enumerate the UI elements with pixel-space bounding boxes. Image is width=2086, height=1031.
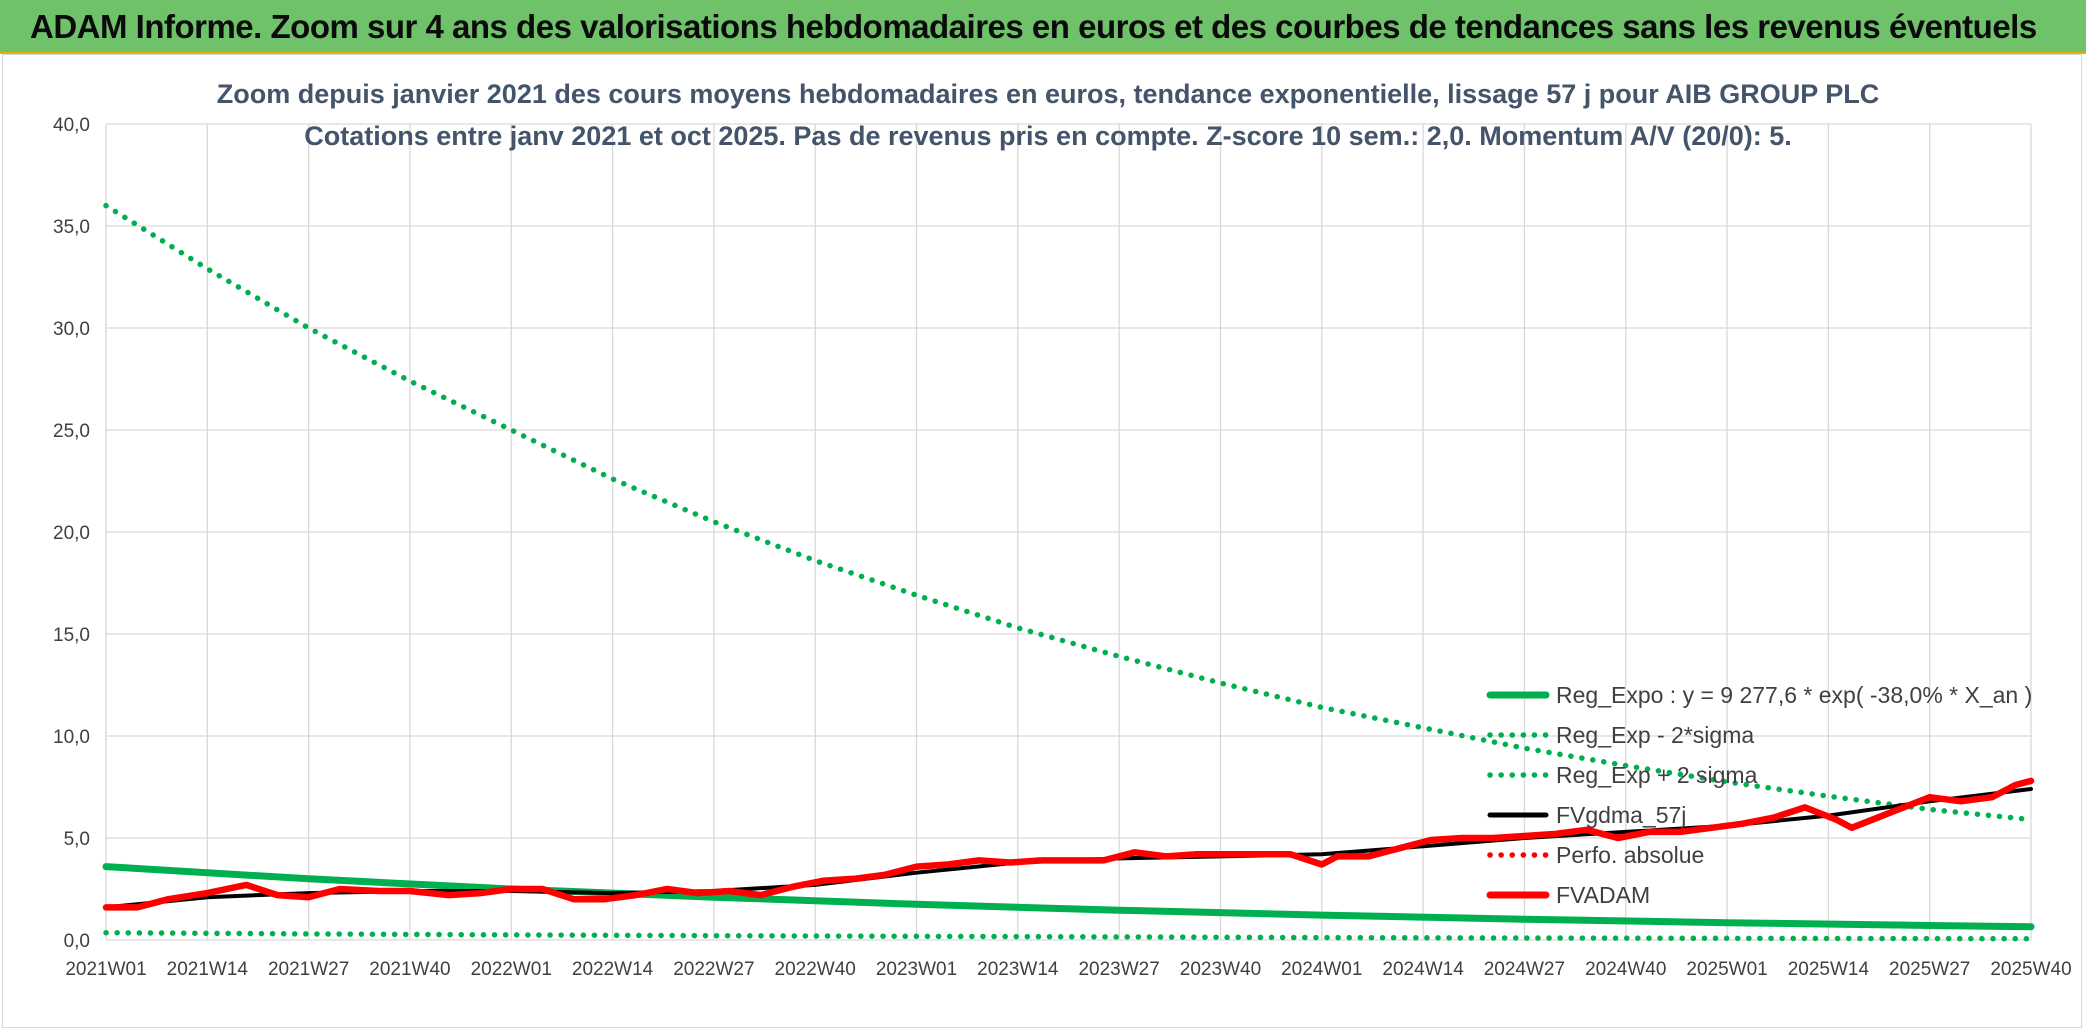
y-tick-label: 35,0 bbox=[53, 217, 90, 238]
x-tick-label: 2025W40 bbox=[1990, 959, 2071, 980]
y-tick-label: 5,0 bbox=[64, 829, 90, 850]
chart-title-line1: Zoom depuis janvier 2021 des cours moyen… bbox=[217, 79, 1880, 109]
y-tick-label: 15,0 bbox=[53, 625, 90, 646]
y-tick-label: 30,0 bbox=[53, 319, 90, 340]
legend-label: Reg_Exp - 2*sigma bbox=[1556, 722, 1754, 748]
x-tick-label: 2022W14 bbox=[572, 959, 654, 980]
series-line-5 bbox=[102, 777, 2035, 911]
x-tick-label: 2021W40 bbox=[369, 959, 450, 980]
y-axis: 0,0 5,0 10,0 15,0 20,0 25,0 30,0 35,0 40,0 bbox=[53, 115, 90, 952]
x-tick-label: 2022W40 bbox=[775, 959, 856, 980]
legend-label: Reg_Expo : y = 9 277,6 * exp( -38,0% * X… bbox=[1556, 682, 2032, 708]
x-tick-label: 2021W27 bbox=[268, 959, 349, 980]
legend-label: FVADAM bbox=[1556, 882, 1650, 908]
x-tick-label: 2023W01 bbox=[876, 959, 957, 980]
x-axis: 2021W01 2021W14 2021W27 2021W40 2022W01 2022W… bbox=[65, 959, 2071, 980]
report-banner: ADAM Informe. Zoom sur 4 ans des valoris… bbox=[0, 0, 2086, 54]
x-tick-label: 2024W14 bbox=[1382, 959, 1464, 980]
y-tick-label: 40,0 bbox=[53, 115, 90, 136]
x-tick-label: 2023W40 bbox=[1180, 959, 1261, 980]
chart-title-line2: Cotations entre janv 2021 et oct 2025. P… bbox=[304, 121, 1792, 151]
legend-label: FVgdma_57j bbox=[1556, 802, 1686, 828]
x-tick-label: 2021W01 bbox=[65, 959, 146, 980]
report-title: ADAM Informe. Zoom sur 4 ans des valoris… bbox=[30, 8, 2037, 45]
x-tick-label: 2024W01 bbox=[1281, 959, 1362, 980]
x-tick-label: 2022W01 bbox=[471, 959, 552, 980]
x-tick-label: 2021W14 bbox=[167, 959, 249, 980]
x-tick-label: 2025W14 bbox=[1788, 959, 1870, 980]
chart-grid bbox=[105, 123, 2032, 941]
chart-frame: Zoom depuis janvier 2021 des cours moyen… bbox=[2, 54, 2082, 1028]
y-tick-label: 25,0 bbox=[53, 421, 90, 442]
legend-label: Perfo. absolue bbox=[1556, 842, 1704, 868]
x-tick-label: 2024W40 bbox=[1585, 959, 1666, 980]
series-line-0 bbox=[102, 863, 2035, 931]
x-tick-label: 2025W01 bbox=[1686, 959, 1767, 980]
x-tick-label: 2024W27 bbox=[1484, 959, 1565, 980]
y-tick-label: 20,0 bbox=[53, 523, 90, 544]
x-tick-label: 2023W27 bbox=[1078, 959, 1159, 980]
chart-legend: Reg_Expo : y = 9 277,6 * exp( -38,0% * X… bbox=[1486, 682, 2032, 908]
chart-plot-area bbox=[102, 202, 2035, 942]
y-tick-label: 0,0 bbox=[64, 931, 90, 952]
legend-label: Reg_Exp + 2 sigma bbox=[1556, 762, 1758, 788]
line-chart: Zoom depuis janvier 2021 des cours moyen… bbox=[53, 79, 2072, 980]
x-tick-label: 2023W14 bbox=[977, 959, 1059, 980]
y-tick-label: 10,0 bbox=[53, 727, 90, 748]
x-tick-label: 2025W27 bbox=[1889, 959, 1970, 980]
x-tick-label: 2022W27 bbox=[673, 959, 754, 980]
series-line-1 bbox=[103, 929, 2034, 942]
